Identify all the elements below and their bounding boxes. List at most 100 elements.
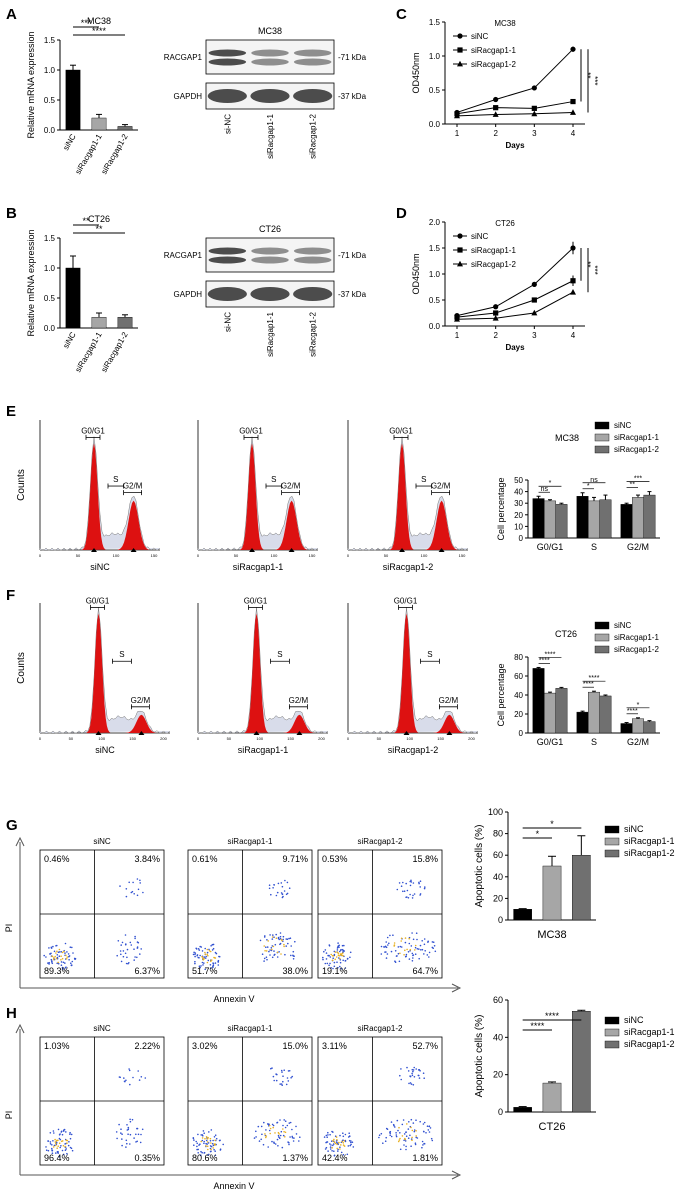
histogram-x-tick-label: 150 [129,736,136,741]
flow-event-dot [385,941,388,943]
flow-event-dot [196,1142,198,1145]
flow-event-dot [63,1128,66,1131]
flow-event-dot [144,1077,147,1079]
flow-event-dot [213,1143,216,1145]
flow-event-dot [55,1140,58,1142]
flow-event-dot [292,950,295,953]
flow-event-dot [331,954,334,957]
flow-event-dot [202,964,204,966]
flow-event-dot [134,935,136,938]
flow-event-dot [395,1134,398,1136]
flow-event-dot [346,1153,349,1156]
triangle-marker-icon [570,289,576,295]
flow-event-dot [408,942,411,945]
protein-band [251,256,289,264]
flow-event-dot [337,942,339,944]
legend-label: siRacgap1-2 [614,645,659,654]
legend-label: siRacgap1-1 [614,433,659,442]
flow-event-dot [411,1068,414,1071]
flow-event-dot [268,887,271,890]
flow-event-dot [325,958,328,960]
flow-event-dot [197,1152,199,1154]
flow-event-dot [127,1133,129,1135]
flow-event-dot [212,964,215,967]
histogram-x-tick-label: 0 [347,736,350,741]
x-category-label: siRacgap1-1 [73,132,104,176]
flow-event-dot [418,1077,421,1079]
x-tick-label: 4 [571,331,576,340]
flow-event-dot [203,1142,205,1145]
flow-event-dot [136,941,139,943]
flow-event-dot [218,955,221,958]
flow-event-dot [342,1142,345,1144]
y-tick-label: 40 [514,488,523,497]
flow-event-dot [211,943,214,946]
flow-event-dot [210,1148,212,1151]
series-line [456,247,574,317]
significance-label: **** [627,708,638,715]
flow-event-dot [125,1139,128,1142]
flow-event-dot [427,941,429,943]
flow-event-dot [419,1120,422,1123]
quadrant-percent: 89.3% [44,966,70,976]
circle-marker-icon [457,33,463,39]
chart-title: CT26 [495,219,515,228]
flow-event-dot [288,937,290,940]
flow-event-dot [322,958,324,961]
flow-event-dot [200,1140,202,1143]
flow-event-dot [415,1068,418,1070]
flow-event-dot [288,1142,290,1144]
flow-event-dot [423,1143,426,1145]
flow-event-dot [332,1143,335,1145]
flow-event-dot [429,1127,432,1129]
flow-event-dot [48,963,50,965]
y-tick-label: 2.0 [429,218,441,227]
x-axis-label: MC38 [537,929,566,941]
flow-event-dot [284,1136,286,1138]
flow-event-dot [202,1130,205,1132]
flow-event-dot [418,948,420,950]
flow-event-dot [431,1139,434,1142]
panel-letter-a: A [6,6,17,23]
flow-event-dot [404,937,407,939]
flow-event-dot [51,1149,53,1152]
flow-event-dot [283,890,286,892]
flow-event-dot [268,1129,271,1132]
flow-event-dot [341,944,344,947]
flow-event-dot [329,1148,332,1150]
flow-event-dot [399,1137,401,1140]
bar [555,504,568,539]
flow-event-dot [51,1144,53,1146]
flow-event-dot [412,882,415,884]
flow-event-dot [433,945,436,947]
flow-event-dot [418,882,420,885]
x-tick-label: 4 [571,129,576,138]
bar [620,504,633,539]
flow-event-dot [291,1075,294,1078]
flow-event-dot [136,1127,138,1130]
panel-h-flow-plots: PI Annexin V siNC 1.03% 2.22% 96.4% 0.35% siRac… [4,1023,462,1191]
y-tick-label: 20 [514,710,523,719]
flow-event-dot [342,1153,345,1156]
flow-event-dot [263,1121,265,1124]
flow-event-dot [404,1138,407,1141]
flow-event-dot [412,1070,414,1073]
protein-band [251,58,289,66]
flow-event-dot [58,1155,61,1158]
flow-event-dot [414,946,417,949]
flow-event-dot [382,1142,384,1144]
flow-event-dot [60,1145,62,1147]
flow-event-dot [280,1130,283,1133]
quadrant-percent: 3.02% [192,1041,218,1051]
bar [65,69,81,131]
histogram-label: siRacgap1-2 [383,562,434,572]
flow-event-dot [277,1145,279,1147]
flow-event-dot [218,1139,221,1142]
flow-event-dot [339,959,342,961]
lane-label: siRacgap1-2 [309,311,318,356]
flow-event-dot [203,1132,205,1134]
flow-event-dot [400,885,403,887]
flow-event-dot [270,893,272,896]
bar [532,498,545,539]
quadrant-percent: 15.0% [282,1041,308,1051]
